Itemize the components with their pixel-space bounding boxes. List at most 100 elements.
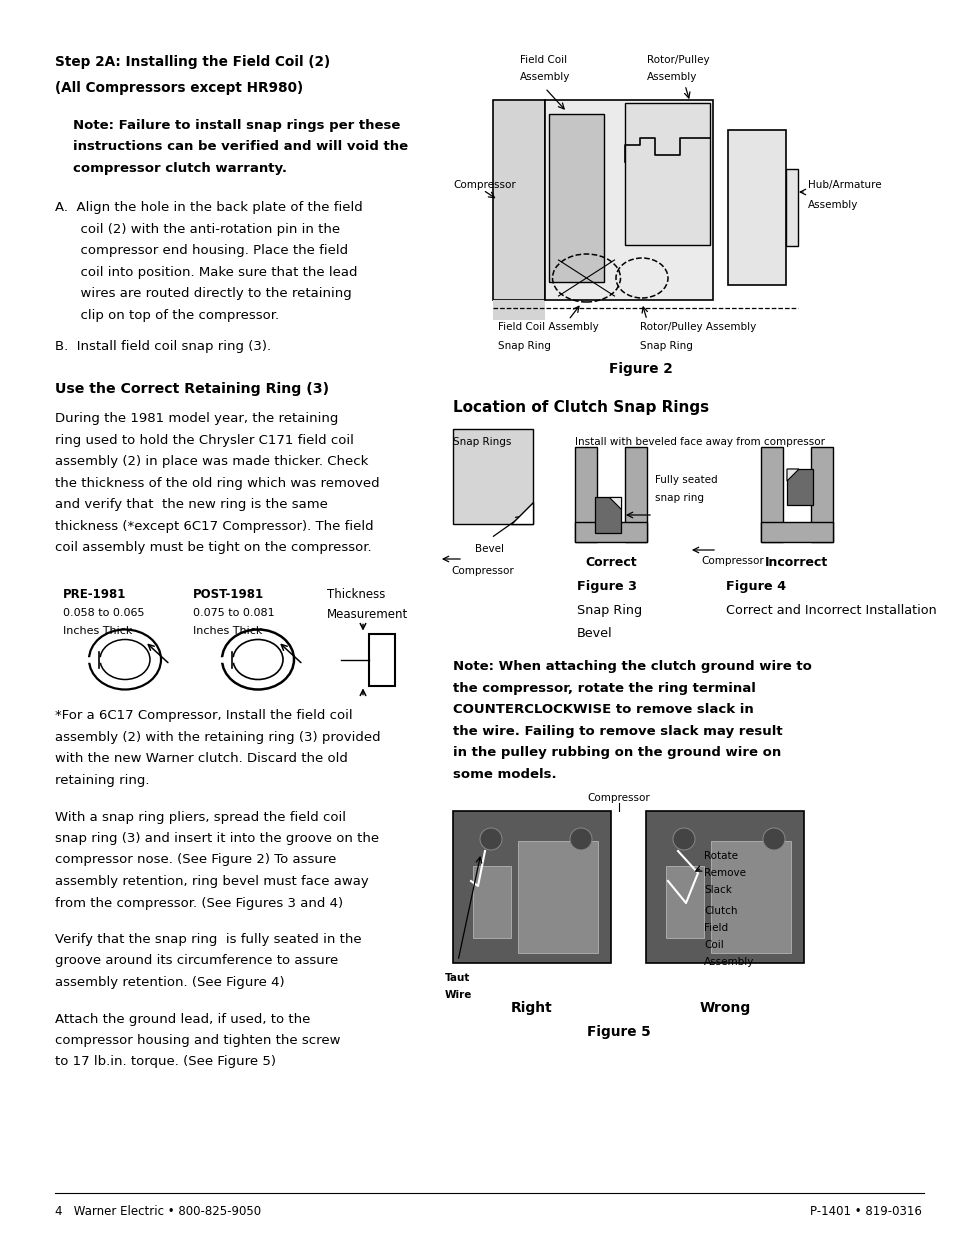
Text: and verify that  the new ring is the same: and verify that the new ring is the same — [55, 498, 328, 511]
Text: Attach the ground lead, if used, to the: Attach the ground lead, if used, to the — [55, 1013, 310, 1025]
Polygon shape — [786, 469, 799, 480]
Text: *For a 6C17 Compressor, Install the field coil: *For a 6C17 Compressor, Install the fiel… — [55, 709, 353, 722]
Bar — [810, 447, 832, 542]
Text: With a snap ring pliers, spread the field coil: With a snap ring pliers, spread the fiel… — [55, 810, 346, 824]
Text: assembly retention. (See Figure 4): assembly retention. (See Figure 4) — [55, 976, 284, 989]
Text: Right: Right — [511, 1002, 553, 1015]
Text: Snap Ring: Snap Ring — [577, 604, 641, 618]
Circle shape — [479, 827, 501, 850]
Text: Install with beveled face away from compressor: Install with beveled face away from comp… — [575, 437, 824, 447]
Text: Wire: Wire — [444, 990, 472, 1000]
Text: Correct: Correct — [584, 556, 637, 569]
Text: Figure 4: Figure 4 — [725, 580, 785, 593]
Text: Wrong: Wrong — [699, 1002, 750, 1015]
Bar — [595, 496, 620, 534]
Bar — [544, 100, 712, 300]
Text: Compressor: Compressor — [453, 180, 516, 190]
Text: Figure 5: Figure 5 — [586, 1025, 650, 1039]
Text: the compressor, rotate the ring terminal: the compressor, rotate the ring terminal — [453, 682, 755, 694]
Text: some models.: some models. — [453, 767, 556, 781]
Text: Compressor: Compressor — [451, 566, 514, 576]
Bar — [624, 447, 646, 542]
Text: assembly (2) with the retaining ring (3) provided: assembly (2) with the retaining ring (3)… — [55, 731, 380, 743]
Text: P-1401 • 819-0316: P-1401 • 819-0316 — [809, 1205, 921, 1218]
Text: coil assembly must be tight on the compressor.: coil assembly must be tight on the compr… — [55, 541, 372, 555]
Text: instructions can be verified and will void the: instructions can be verified and will vo… — [73, 140, 408, 153]
Text: Snap Rings: Snap Rings — [453, 437, 511, 447]
Text: Rotor/Pulley: Rotor/Pulley — [646, 56, 709, 65]
Text: Snap Ring: Snap Ring — [639, 341, 692, 351]
Bar — [369, 634, 395, 685]
Text: ring used to hold the Chrysler C171 field coil: ring used to hold the Chrysler C171 fiel… — [55, 433, 354, 447]
Text: Inches Thick: Inches Thick — [193, 626, 262, 636]
Text: groove around its circumference to assure: groove around its circumference to assur… — [55, 955, 338, 967]
Bar — [493, 100, 544, 300]
Text: Fully seated: Fully seated — [655, 475, 717, 485]
Bar — [575, 522, 646, 542]
Text: to 17 lb.in. torque. (See Figure 5): to 17 lb.in. torque. (See Figure 5) — [55, 1056, 275, 1068]
Text: Note: Failure to install snap rings per these: Note: Failure to install snap rings per … — [73, 119, 400, 131]
Bar — [645, 811, 803, 963]
Text: Field Coil Assembly: Field Coil Assembly — [497, 322, 598, 332]
Text: Inches Thick: Inches Thick — [63, 626, 132, 636]
Bar — [624, 103, 709, 245]
Text: B.  Install field coil snap ring (3).: B. Install field coil snap ring (3). — [55, 340, 271, 353]
Text: snap ring (3) and insert it into the groove on the: snap ring (3) and insert it into the gro… — [55, 832, 378, 845]
Text: Snap Ring: Snap Ring — [497, 341, 550, 351]
Text: compressor housing and tighten the screw: compressor housing and tighten the screw — [55, 1034, 340, 1047]
Text: Figure 3: Figure 3 — [577, 580, 637, 593]
Polygon shape — [511, 501, 533, 524]
Text: Measurement: Measurement — [327, 609, 408, 621]
Text: Incorrect: Incorrect — [764, 556, 828, 569]
Bar — [786, 469, 812, 505]
Bar — [453, 811, 610, 963]
Text: Coil: Coil — [703, 940, 723, 950]
Text: During the 1981 model year, the retaining: During the 1981 model year, the retainin… — [55, 412, 338, 425]
Circle shape — [762, 827, 784, 850]
Text: Figure 2: Figure 2 — [608, 362, 672, 375]
Circle shape — [569, 827, 592, 850]
Text: 4   Warner Electric • 800-825-9050: 4 Warner Electric • 800-825-9050 — [55, 1205, 261, 1218]
Bar — [473, 866, 511, 939]
Text: A.  Align the hole in the back plate of the field: A. Align the hole in the back plate of t… — [55, 201, 362, 214]
Bar — [453, 429, 533, 524]
Text: Rotor/Pulley Assembly: Rotor/Pulley Assembly — [639, 322, 756, 332]
Text: assembly retention, ring bevel must face away: assembly retention, ring bevel must face… — [55, 876, 369, 888]
Bar — [493, 300, 544, 320]
Text: clip on top of the compressor.: clip on top of the compressor. — [55, 309, 279, 321]
Bar — [575, 447, 597, 542]
Text: 0.075 to 0.081: 0.075 to 0.081 — [193, 609, 274, 619]
Bar — [727, 130, 785, 285]
Bar — [760, 447, 782, 542]
Bar — [785, 169, 797, 246]
Text: Assembly: Assembly — [646, 72, 697, 82]
Text: PRE-1981: PRE-1981 — [63, 588, 126, 600]
Text: Bevel: Bevel — [577, 627, 612, 640]
Polygon shape — [608, 496, 620, 509]
Circle shape — [672, 827, 695, 850]
Text: Clutch: Clutch — [703, 906, 737, 916]
Text: compressor clutch warranty.: compressor clutch warranty. — [73, 162, 287, 174]
Text: in the pulley rubbing on the ground wire on: in the pulley rubbing on the ground wire… — [453, 746, 781, 760]
Text: COUNTERCLOCKWISE to remove slack in: COUNTERCLOCKWISE to remove slack in — [453, 703, 753, 716]
Text: wires are routed directly to the retaining: wires are routed directly to the retaini… — [55, 287, 352, 300]
Text: Compressor: Compressor — [586, 793, 649, 803]
Text: with the new Warner clutch. Discard the old: with the new Warner clutch. Discard the … — [55, 752, 348, 766]
Text: Location of Clutch Snap Rings: Location of Clutch Snap Rings — [453, 400, 708, 415]
Text: Remove: Remove — [703, 868, 745, 878]
Text: Thickness: Thickness — [327, 588, 385, 600]
Bar — [665, 866, 703, 939]
Text: Rotate: Rotate — [703, 851, 738, 861]
Text: Field: Field — [703, 923, 727, 932]
Bar — [710, 841, 790, 953]
Text: Bevel: Bevel — [475, 543, 503, 555]
Bar — [760, 522, 832, 542]
Text: snap ring: snap ring — [655, 493, 703, 503]
Text: coil (2) with the anti-rotation pin in the: coil (2) with the anti-rotation pin in t… — [55, 222, 340, 236]
Text: Hub/Armature: Hub/Armature — [807, 180, 881, 190]
Text: assembly (2) in place was made thicker. Check: assembly (2) in place was made thicker. … — [55, 454, 368, 468]
Text: compressor end housing. Place the field: compressor end housing. Place the field — [55, 245, 348, 257]
Text: Field Coil: Field Coil — [519, 56, 566, 65]
Text: Slack: Slack — [703, 885, 731, 895]
Bar — [548, 114, 603, 282]
